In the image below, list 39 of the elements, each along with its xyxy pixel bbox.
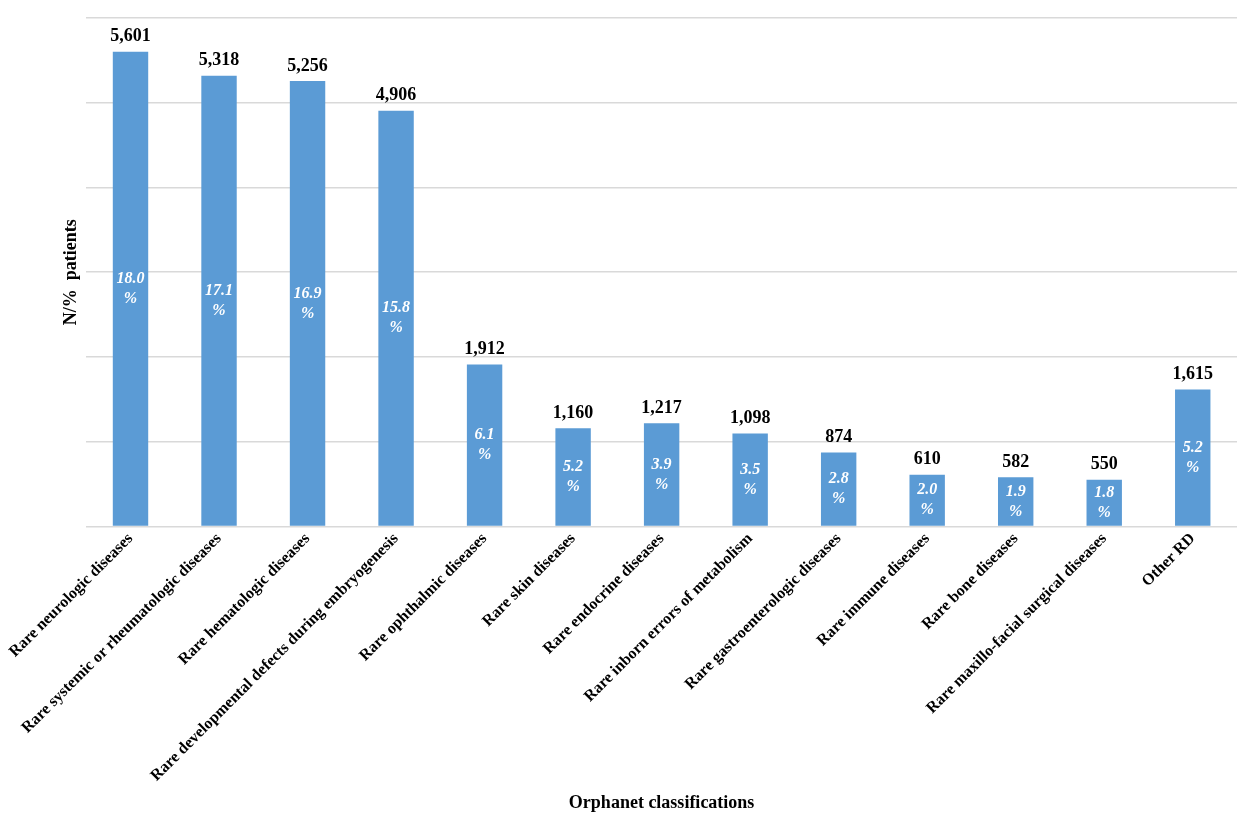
bar — [1175, 389, 1211, 526]
annotation: 2.0 % — [916, 480, 938, 518]
annotation: 15.8 % — [382, 298, 411, 336]
annotation: 6.1 % — [474, 425, 495, 463]
y-axis-title: N/% patients — [60, 219, 81, 326]
x-axis-title: Orphanet classifications — [568, 791, 755, 812]
bar — [112, 51, 149, 526]
data-label: 1,160 — [552, 401, 594, 422]
annotation: 2.8 % — [827, 469, 849, 507]
bar — [466, 364, 503, 526]
annotation: 5.2 % — [563, 457, 584, 495]
annotation: 17.1 % — [205, 280, 234, 318]
annotation: 1.9 % — [1005, 481, 1026, 519]
annotation: 1.8 % — [1094, 482, 1115, 520]
bar — [378, 110, 414, 526]
annotation: 16.9 % — [293, 283, 322, 321]
data-label: 1,615 — [1172, 363, 1213, 384]
data-label: 874 — [825, 426, 853, 447]
bar — [201, 75, 237, 526]
bar — [909, 474, 945, 526]
bar — [820, 452, 857, 526]
data-label: 1,217 — [641, 396, 682, 417]
data-label: 1,098 — [729, 407, 771, 428]
data-label: 4,906 — [375, 84, 417, 105]
bar — [289, 81, 326, 526]
data-label: 5,601 — [110, 25, 151, 46]
bar — [732, 433, 768, 526]
annotation: 3.5 % — [739, 459, 761, 497]
data-label: 610 — [913, 448, 941, 469]
annotation: 3.9 % — [650, 454, 672, 492]
data-label: 5,256 — [287, 54, 328, 75]
data-label: 582 — [1002, 450, 1030, 471]
annotation: 18.0 % — [116, 268, 145, 306]
data-label: 5,318 — [198, 49, 240, 70]
bar — [555, 428, 591, 526]
annotation: 5.2 % — [1182, 437, 1203, 475]
data-label: 550 — [1090, 453, 1118, 474]
data-label: 1,912 — [464, 338, 505, 359]
bar — [643, 423, 680, 526]
